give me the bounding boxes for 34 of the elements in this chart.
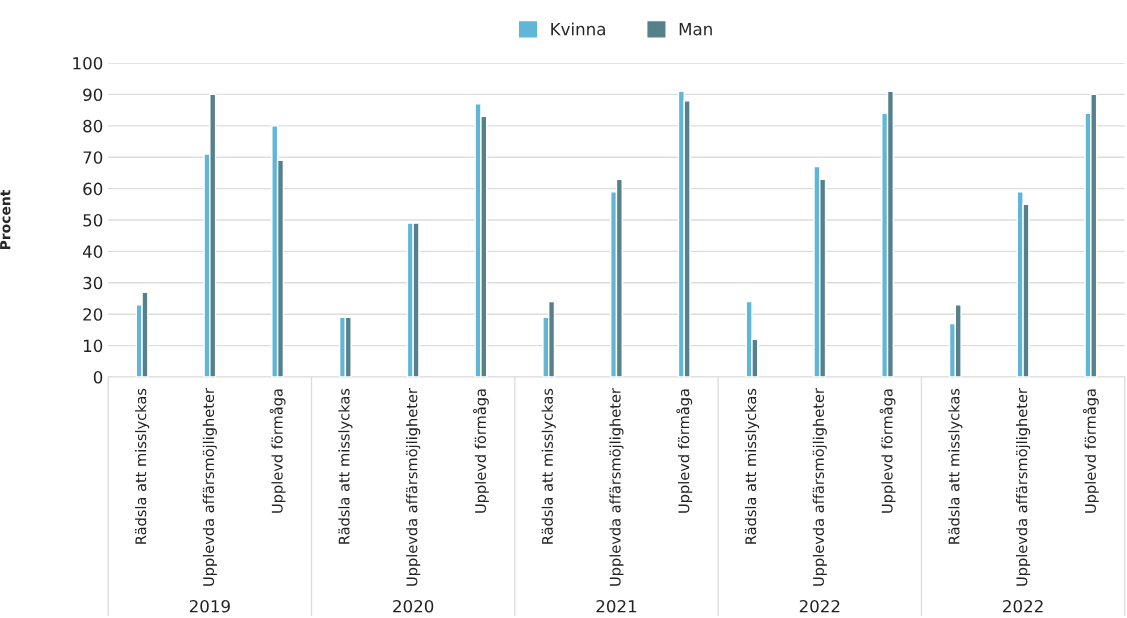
x-tick-label: Upplevda affärsmöjligheter <box>202 388 217 586</box>
y-tick-label: 60 <box>83 182 103 196</box>
x-tick-label: Upplevda affärsmöjligheter <box>812 388 827 586</box>
y-tick-label: 30 <box>83 276 103 290</box>
y-tick-label: 70 <box>83 151 103 164</box>
text: 2022 <box>799 599 840 613</box>
legend-label: Kvinna <box>551 22 605 36</box>
y-tick-label: 0 <box>93 370 103 384</box>
y-tick-label: 100 <box>73 57 103 70</box>
text: 2021 <box>596 599 637 613</box>
x-tick-label: Rädsla att misslyckas <box>948 388 963 544</box>
y-tick-label: 10 <box>83 339 103 353</box>
text: 2019 <box>189 599 230 613</box>
y-tick-label: 90 <box>83 88 103 101</box>
legend-label: Man <box>679 23 712 36</box>
x-tick-label: Upplevd förmåga <box>1082 389 1099 513</box>
y-tick-label: 20 <box>83 308 103 321</box>
x-tick-label: Rädsla att misslyckas <box>744 388 760 544</box>
x-tick-label: Rädsla att misslyckas <box>338 388 353 544</box>
x-tick-label: Upplevda affärsmöjligheter <box>406 388 421 586</box>
x-tick-label: Upplevd förmåga <box>269 389 286 513</box>
x-tick-label: Upplevda affärsmöjligheter <box>609 388 624 586</box>
text: 2022 <box>1003 599 1043 613</box>
y-axis-title: Procent <box>0 189 11 250</box>
y-tick-label: 80 <box>83 119 103 133</box>
x-tick-label: Rädsla att misslyckas <box>135 388 150 544</box>
x-tick-label: Upplevd förmåga <box>473 389 489 513</box>
y-tick-label: 40 <box>82 245 103 258</box>
text: 2020 <box>393 599 434 613</box>
x-tick-label: Upplevd förmåga <box>676 389 693 513</box>
x-tick-label: Upplevd förmåga <box>879 389 896 513</box>
x-tick-label: Upplevda affärsmöjligheter <box>1016 388 1031 586</box>
x-tick-label: Rädsla att misslyckas <box>541 388 556 544</box>
y-tick-label: 50 <box>83 213 103 227</box>
